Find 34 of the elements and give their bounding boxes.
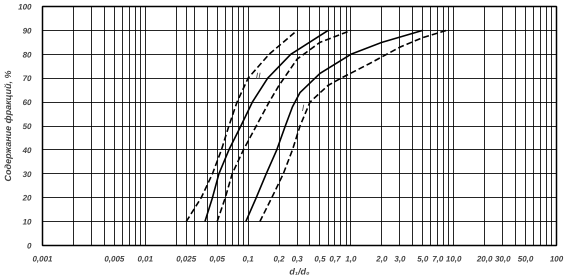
y-tick-label: 20	[22, 194, 32, 203]
x-tick-label: 7,0	[432, 254, 444, 264]
x-tick-label: 10,0	[446, 254, 462, 264]
y-tick-label: 30	[22, 170, 32, 179]
y-tick-label: 60	[22, 98, 32, 108]
annotation: I	[302, 103, 305, 114]
y-tick-label: 10	[22, 218, 32, 227]
x-tick-label: 0,2	[273, 254, 286, 264]
x-tick-label: 100	[550, 254, 564, 264]
x-tick-label: 3,0	[394, 254, 406, 264]
x-tick-label: 0,1	[242, 254, 254, 264]
x-tick-label: 0,3	[292, 254, 304, 264]
y-tick-label: 70	[22, 74, 32, 84]
x-tick-label: 20,0	[476, 254, 493, 264]
y-tick-label: 80	[22, 50, 32, 60]
y-tick-label: 40	[22, 146, 32, 155]
y-tick-label: 100	[18, 2, 32, 12]
x-tick-label: 50,0	[518, 254, 534, 264]
y-tick-label: 50	[22, 122, 32, 131]
x-tick-label: 0,05	[209, 254, 226, 264]
x-tick-label: 5,0	[417, 254, 429, 264]
x-tick-label: 0,5	[314, 254, 326, 264]
y-axis-title: Содержание фракций, %	[3, 70, 14, 182]
y-tick-label: 0	[27, 242, 32, 250]
x-tick-label: 0,01	[138, 254, 154, 264]
y-tick-label: 90	[22, 26, 32, 36]
x-tick-label: 2,0	[375, 254, 388, 264]
x-tick-label: 1,0	[345, 254, 358, 264]
x-tick-label: 0,005	[104, 254, 125, 264]
x-tick-label: 30,0	[494, 254, 512, 264]
x-tick-label: 0,7	[329, 254, 342, 264]
x-axis-title: d₁/d₀	[289, 266, 310, 276]
x-tick-label: 0,001	[32, 254, 54, 264]
x-tick-label: 0,025	[176, 254, 197, 264]
